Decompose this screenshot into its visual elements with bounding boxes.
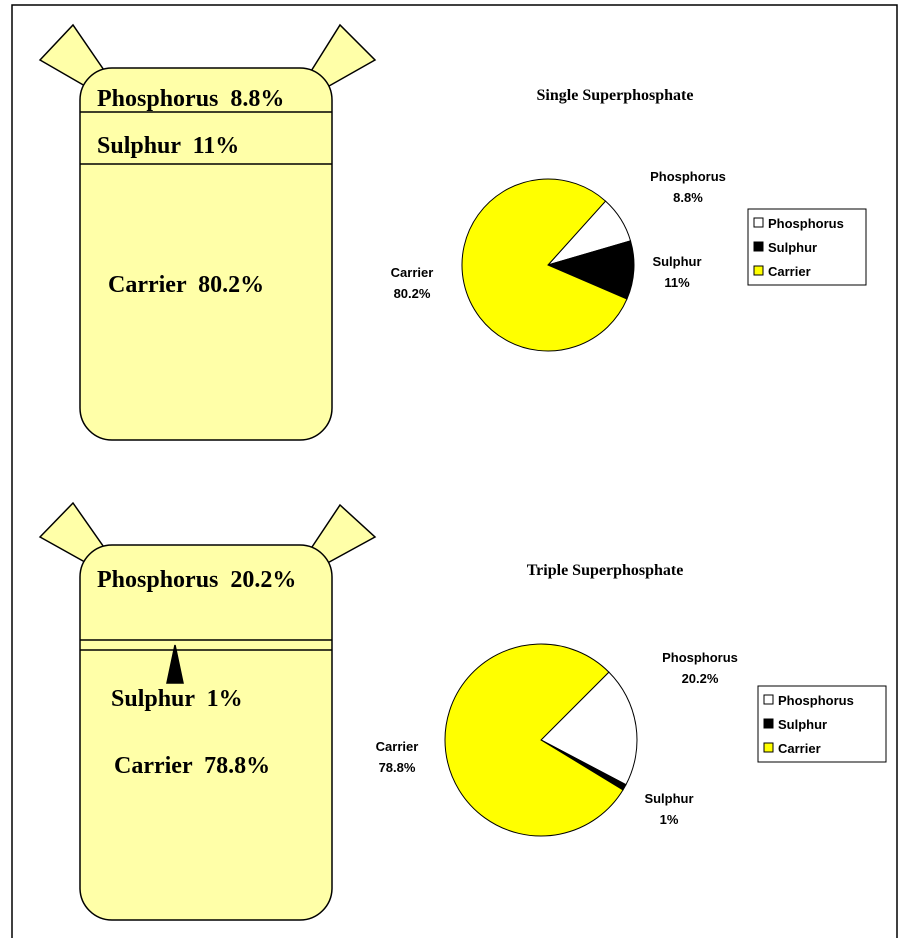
bag-label: Carrier 80.2% xyxy=(108,272,264,298)
chart-title: Triple Superphosphate xyxy=(527,562,684,579)
data-label-value: 20.2% xyxy=(682,671,719,686)
bag-body xyxy=(80,68,332,440)
data-label-value: 1% xyxy=(660,812,679,827)
legend-label: Sulphur xyxy=(778,717,827,732)
chart-title: Single Superphosphate xyxy=(537,87,694,104)
bag-label: Sulphur 11% xyxy=(97,133,239,159)
legend-label: Phosphorus xyxy=(768,216,844,231)
data-label-value: 11% xyxy=(664,275,690,290)
data-label-value: 78.8% xyxy=(379,760,416,775)
bag-label: Carrier 78.8% xyxy=(114,753,270,779)
data-label-name: Sulphur xyxy=(652,254,701,269)
data-label-name: Phosphorus xyxy=(650,169,726,184)
page: Phosphorus 8.8% Sulphur 11% Carrier 80.2… xyxy=(0,0,908,938)
data-label-name: Carrier xyxy=(376,739,419,754)
data-label-value: 8.8% xyxy=(673,190,703,205)
legend-label: Carrier xyxy=(768,264,811,279)
data-label-name: Carrier xyxy=(391,265,434,280)
legend-swatch xyxy=(754,242,763,251)
bag-label: Phosphorus 20.2% xyxy=(97,567,296,593)
bag-label: Phosphorus 8.8% xyxy=(97,86,284,112)
legend-swatch xyxy=(764,695,773,704)
data-label-name: Sulphur xyxy=(644,791,693,806)
legend-swatch xyxy=(764,743,773,752)
legend-label: Carrier xyxy=(778,741,821,756)
data-label-value: 80.2% xyxy=(394,286,431,301)
legend-label: Phosphorus xyxy=(778,693,854,708)
legend-label: Sulphur xyxy=(768,240,817,255)
bag-body xyxy=(80,545,332,920)
legend-swatch xyxy=(764,719,773,728)
legend-swatch xyxy=(754,218,763,227)
legend-swatch xyxy=(754,266,763,275)
data-label-name: Phosphorus xyxy=(662,650,738,665)
bag-label: Sulphur 1% xyxy=(111,686,243,712)
